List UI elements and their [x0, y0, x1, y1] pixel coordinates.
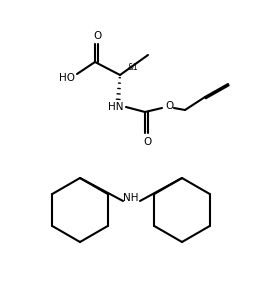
- Text: NH: NH: [123, 193, 139, 203]
- Text: &1: &1: [128, 62, 139, 71]
- Text: HN: HN: [108, 102, 124, 112]
- Text: HO: HO: [59, 73, 75, 83]
- Text: O: O: [143, 137, 151, 147]
- Text: O: O: [165, 101, 173, 111]
- Text: O: O: [93, 31, 101, 41]
